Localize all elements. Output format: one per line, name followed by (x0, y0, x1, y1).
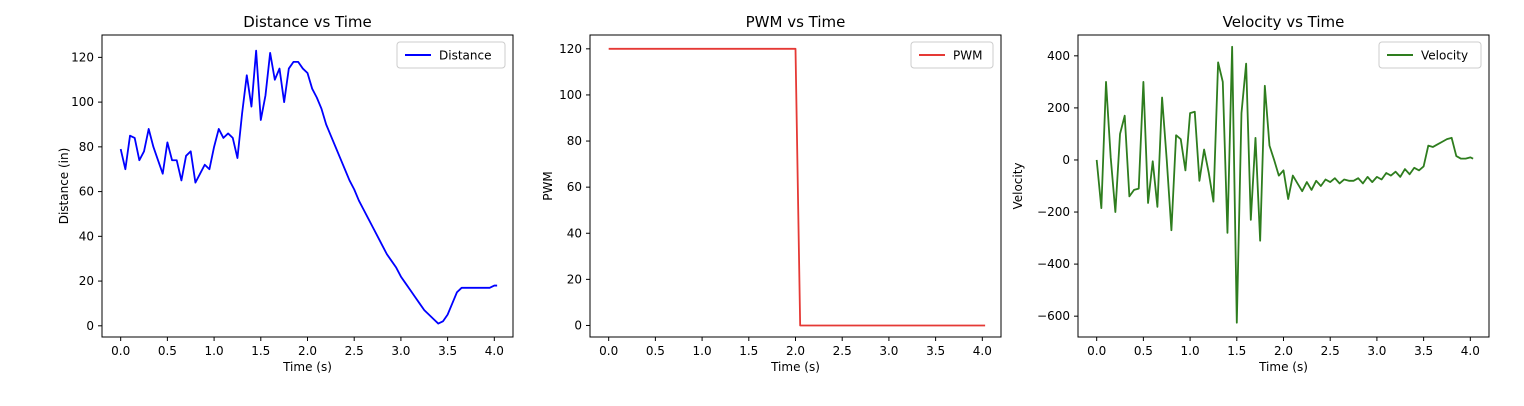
velocity-x-axis-label: Time (s) (1258, 360, 1308, 374)
pwm-x-tick-label: 1.5 (739, 344, 758, 358)
pwm-y-tick-label: 100 (559, 88, 582, 102)
distance-legend: Distance (396, 41, 506, 69)
distance-x-tick-label: 2.0 (298, 344, 317, 358)
velocity-x-tick-label: 1.5 (1227, 344, 1246, 358)
pwm-legend: PWM (910, 41, 994, 69)
distance-y-tick-label: 80 (79, 140, 94, 154)
pwm-series-line (608, 47, 986, 327)
pwm-x-axis-label: Time (s) (770, 360, 820, 374)
distance-x-tick-label: 4.0 (485, 344, 504, 358)
pwm-x-tick-label: 2.0 (786, 344, 805, 358)
pwm-y-tick-label: 20 (567, 272, 582, 286)
velocity-y-tick-label: −200 (1037, 205, 1070, 219)
distance-x-axis-label: Time (s) (282, 360, 332, 374)
distance-x-tick-label: 2.5 (345, 344, 364, 358)
velocity-x-tick-label: 3.5 (1414, 344, 1433, 358)
velocity-x-tick-label: 1.0 (1181, 344, 1200, 358)
velocity-plot-frame (1077, 34, 1490, 338)
pwm-x-tick-label: 2.5 (833, 344, 852, 358)
pwm-x-tick-label: 1.0 (693, 344, 712, 358)
velocity-legend-box (1378, 41, 1482, 69)
distance-x-tick-label: 3.0 (391, 344, 410, 358)
velocity-series-line (1095, 45, 1474, 324)
pwm-chart: PWM vs Time 0.0 0.5 1.0 1.5 2.0 2.5 3.0 3.5 4.0 0 2… (541, 13, 1002, 374)
velocity-chart: Velocity vs Time 0.0 0.5 1.0 1.5 2.0 2.5 3.0 3.5… (1011, 13, 1490, 374)
pwm-legend-label: PWM (953, 49, 982, 63)
velocity-y-tick-label: 0 (1062, 153, 1070, 167)
pwm-legend-box (910, 41, 994, 69)
velocity-x-tick-label: 0.0 (1087, 344, 1106, 358)
pwm-x-tick-label: 3.5 (926, 344, 945, 358)
distance-x-tick-label: 0.0 (111, 344, 130, 358)
pwm-x-tick-label: 0.5 (646, 344, 665, 358)
distance-x-tick-label: 1.0 (205, 344, 224, 358)
distance-chart-title: Distance vs Time (243, 13, 372, 31)
velocity-x-tick-label: 2.0 (1274, 344, 1293, 358)
distance-y-tick-label: 120 (71, 50, 94, 64)
pwm-y-tick-label: 40 (567, 226, 582, 240)
distance-chart: Distance vs Time 0.0 0.5 1.0 1.5 2.0 2.5 3.0 3.5… (57, 13, 514, 374)
pwm-x-tick-label: 0.0 (599, 344, 618, 358)
velocity-y-tick-label: −600 (1037, 309, 1070, 323)
distance-y-tick-label: 60 (79, 185, 94, 199)
pwm-x-tick-label: 3.0 (879, 344, 898, 358)
velocity-x-tick-label: 3.0 (1367, 344, 1386, 358)
distance-x-tick-label: 0.5 (158, 344, 177, 358)
distance-legend-box (396, 41, 506, 69)
pwm-x-tick-label: 4.0 (973, 344, 992, 358)
pwm-chart-title: PWM vs Time (746, 13, 846, 31)
distance-plot-frame (101, 34, 514, 338)
distance-y-tick-label: 0 (86, 319, 94, 333)
distance-series-line (119, 49, 498, 325)
velocity-y-tick-label: 200 (1047, 101, 1070, 115)
velocity-x-tick-label: 4.0 (1461, 344, 1480, 358)
pwm-y-tick-label: 120 (559, 42, 582, 56)
pwm-plot-frame (589, 34, 1002, 338)
velocity-legend: Velocity (1378, 41, 1482, 69)
distance-legend-label: Distance (439, 49, 491, 63)
distance-y-tick-label: 40 (79, 229, 94, 243)
distance-x-tick-label: 3.5 (438, 344, 457, 358)
pwm-y-axis-label: PWM (541, 171, 555, 200)
pwm-y-tick-label: 60 (567, 180, 582, 194)
velocity-x-tick-label: 2.5 (1321, 344, 1340, 358)
distance-x-tick-label: 1.5 (251, 344, 270, 358)
velocity-x-tick-label: 0.5 (1134, 344, 1153, 358)
velocity-chart-title: Velocity vs Time (1223, 13, 1345, 31)
velocity-y-axis-label: Velocity (1011, 162, 1025, 209)
velocity-y-tick-label: 400 (1047, 49, 1070, 63)
velocity-y-tick-label: −400 (1037, 257, 1070, 271)
distance-y-axis-label: Distance (in) (57, 148, 71, 225)
velocity-legend-label: Velocity (1421, 49, 1468, 63)
pwm-y-tick-label: 0 (574, 318, 582, 332)
distance-y-tick-label: 100 (71, 95, 94, 109)
distance-y-tick-label: 20 (79, 274, 94, 288)
pwm-y-tick-label: 80 (567, 134, 582, 148)
